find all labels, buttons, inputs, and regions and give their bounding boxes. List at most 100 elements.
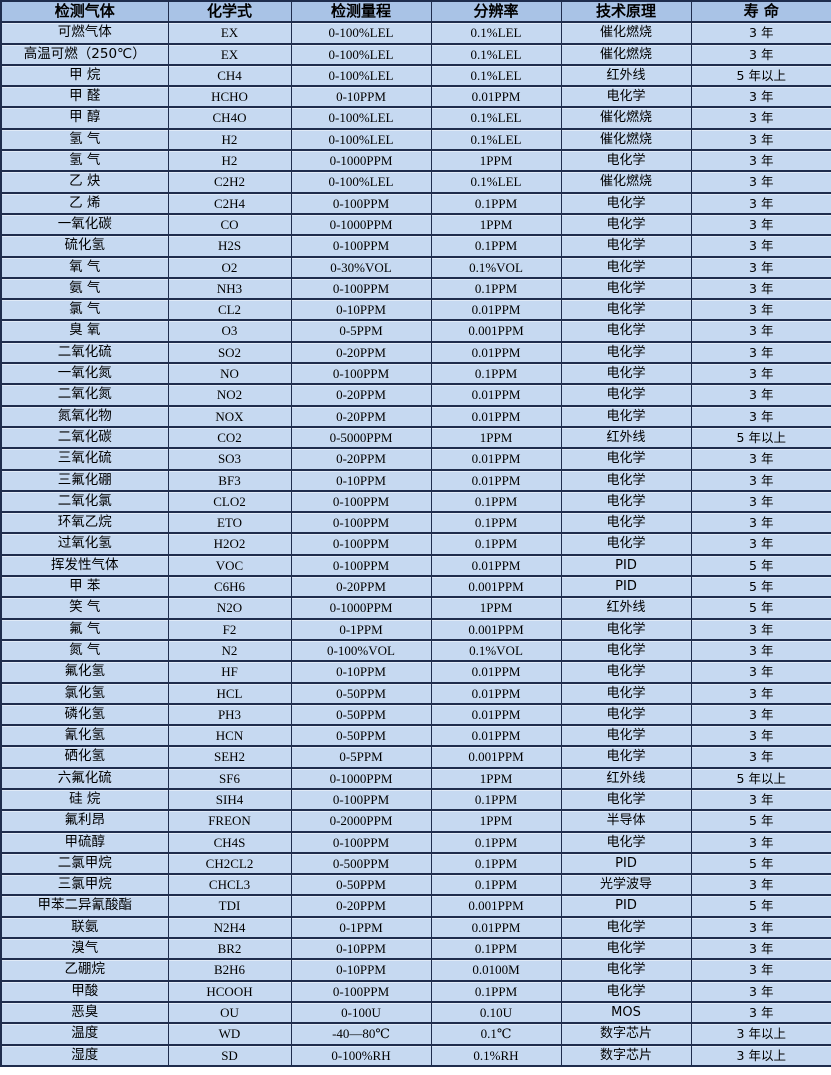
table-row: 甲苯二异氰酸酯 TDI 0-20PPM 0.001PPM PID 5 年 [0,894,831,918]
cell-lifespan: 3 年 [690,276,831,301]
cell-principle: 半导体 [560,809,692,833]
table-row: 氯 气 CL2 0-10PPM 0.01PPM 电化学 3 年 [0,298,831,322]
cell-gas: 硅 烷 [0,787,169,812]
cell-range: 0-100U [290,1000,432,1025]
cell-resolution: 0.01PPM [430,702,562,727]
header-row: 检测气体 化学式 检测量程 分辨率 技术原理 寿 命 [0,0,831,24]
cell-lifespan: 5 年 [690,553,831,578]
cell-gas: 氢 气 [0,127,169,152]
cell-gas: 挥发性气体 [0,553,169,578]
cell-resolution: 0.0100M [430,958,562,982]
cell-principle: 电化学 [560,724,692,748]
cell-resolution: 0.1PPM [430,787,562,812]
table-row: 乙硼烷 B2H6 0-10PPM 0.0100M 电化学 3 年 [0,958,831,982]
cell-lifespan: 3 年 [690,85,831,109]
cell-principle: 电化学 [560,234,692,258]
table-row: 温度 WD -40—80℃ 0.1℃ 数字芯片 3 年以上 [0,1022,831,1046]
cell-range: 0-100PPM [290,979,432,1003]
cell-principle: PID [560,575,692,599]
cell-resolution: 0.1PPM [430,873,562,897]
cell-principle: PID [560,894,692,918]
cell-lifespan: 3 年 [690,340,831,365]
cell-range: 0-100PPM [290,489,432,514]
cell-gas: 二氯甲烷 [0,851,169,876]
table-row: 磷化氢 PH3 0-50PPM 0.01PPM 电化学 3 年 [0,702,831,727]
cell-range: 0-100PPM [290,787,432,812]
cell-formula: SIH4 [167,787,292,812]
cell-principle: 红外线 [560,63,692,88]
cell-formula: OU [167,1000,292,1025]
cell-lifespan: 3 年 [690,255,831,279]
cell-formula: EX [167,21,292,45]
cell-gas: 氰化氢 [0,724,169,748]
cell-principle: 数字芯片 [560,1043,692,1067]
cell-resolution: 0.1PPM [430,489,562,514]
cell-resolution: 0.1%LEL [430,21,562,45]
table-row: 三氟化硼 BF3 0-10PPM 0.01PPM 电化学 3 年 [0,468,831,492]
cell-lifespan: 3 年 [690,489,831,514]
cell-gas: 环氧乙烷 [0,511,169,535]
cell-principle: MOS [560,1000,692,1025]
column-header-formula: 化学式 [167,0,292,24]
cell-principle: 电化学 [560,638,692,663]
cell-gas: 氮 气 [0,638,169,663]
table-row: 甲 醛 HCHO 0-10PPM 0.01PPM 电化学 3 年 [0,85,831,109]
cell-principle: 电化学 [560,681,692,705]
cell-lifespan: 3 年以上 [690,1043,831,1067]
cell-lifespan: 3 年 [690,745,831,769]
cell-range: 0-1PPM [290,915,432,940]
column-header-lifespan: 寿 命 [690,0,831,24]
cell-resolution: 0.001PPM [430,745,562,769]
cell-resolution: 0.1%LEL [430,127,562,152]
table-row: 乙 炔 C2H2 0-100%LEL 0.1%LEL 催化燃烧 3 年 [0,170,831,194]
cell-formula: B2H6 [167,958,292,982]
cell-range: 0-100%LEL [290,106,432,130]
table-row: 氢 气 H2 0-1000PPM 1PPM 电化学 3 年 [0,149,831,173]
cell-gas: 乙 烯 [0,191,169,215]
cell-formula: CO [167,212,292,237]
table-row: 三氧化硫 SO3 0-20PPM 0.01PPM 电化学 3 年 [0,447,831,471]
cell-principle: 红外线 [560,596,692,620]
cell-range: 0-100PPM [290,276,432,301]
cell-resolution: 0.1PPM [430,362,562,386]
cell-formula: CO2 [167,425,292,450]
table-row: 可燃气体 EX 0-100%LEL 0.1%LEL 催化燃烧 3 年 [0,21,831,45]
cell-resolution: 0.1PPM [430,191,562,215]
cell-range: 0-1000PPM [290,149,432,173]
cell-lifespan: 3 年 [690,362,831,386]
table-row: 臭 氧 O3 0-5PPM 0.001PPM 电化学 3 年 [0,319,831,343]
cell-formula: BR2 [167,937,292,961]
cell-formula: C6H6 [167,575,292,599]
cell-range: 0-20PPM [290,894,432,918]
cell-formula: VOC [167,553,292,578]
cell-formula: CH2CL2 [167,851,292,876]
cell-gas: 氯 气 [0,298,169,322]
cell-lifespan: 3 年 [690,830,831,854]
cell-principle: 电化学 [560,255,692,279]
cell-resolution: 0.1%LEL [430,170,562,194]
cell-principle: 电化学 [560,702,692,727]
cell-principle: 电化学 [560,979,692,1003]
cell-principle: 电化学 [560,85,692,109]
table-row: 甲硫醇 CH4S 0-100PPM 0.1PPM 电化学 3 年 [0,830,831,854]
cell-lifespan: 3 年 [690,937,831,961]
cell-range: 0-100%VOL [290,638,432,663]
cell-principle: 电化学 [560,340,692,365]
cell-principle: 电化学 [560,319,692,343]
table-row: 环氧乙烷 ETO 0-100PPM 0.1PPM 电化学 3 年 [0,511,831,535]
cell-formula: CH4S [167,830,292,854]
cell-lifespan: 3 年 [690,170,831,194]
cell-lifespan: 3 年 [690,617,831,641]
cell-formula: SEH2 [167,745,292,769]
cell-resolution: 0.1PPM [430,937,562,961]
cell-principle: 电化学 [560,830,692,854]
cell-formula: SF6 [167,766,292,790]
cell-resolution: 0.1PPM [430,234,562,258]
cell-gas: 湿度 [0,1043,169,1067]
column-header-resolution: 分辨率 [430,0,562,24]
table-row: 联氨 N2H4 0-1PPM 0.01PPM 电化学 3 年 [0,915,831,940]
cell-lifespan: 5 年以上 [690,766,831,790]
cell-formula: FREON [167,809,292,833]
cell-range: 0-1PPM [290,617,432,641]
table-row: 氯化氢 HCL 0-50PPM 0.01PPM 电化学 3 年 [0,681,831,705]
